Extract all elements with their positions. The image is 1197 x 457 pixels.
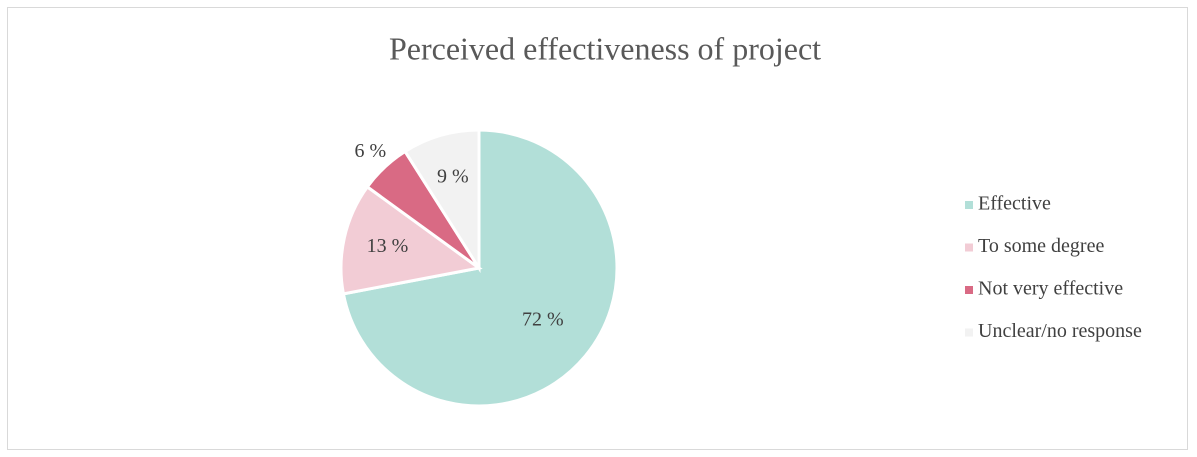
- data-label: 6 %: [355, 140, 387, 162]
- data-label: 13 %: [367, 235, 409, 257]
- legend-swatch: [965, 201, 973, 209]
- chart-title: Perceived effectiveness of project: [389, 30, 821, 66]
- data-label: 9 %: [437, 165, 469, 187]
- legend-label: Not very effective: [978, 278, 1123, 300]
- legend-swatch: [965, 286, 973, 294]
- pie-slice: [402, 128, 481, 274]
- legend-label: Unclear/no response: [978, 320, 1142, 342]
- legend-swatch: [965, 243, 973, 252]
- legend-swatch: [965, 328, 973, 337]
- data-label: 72 %: [522, 308, 564, 330]
- legend-label: To some degree: [978, 235, 1104, 257]
- pie-slice: [339, 184, 483, 296]
- legend-label: Effective: [978, 193, 1051, 215]
